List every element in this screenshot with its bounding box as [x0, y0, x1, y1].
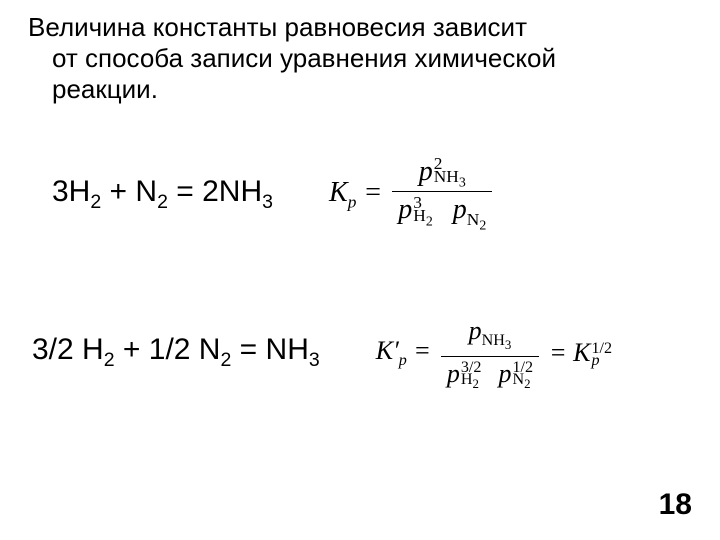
intro-line1: Величина константы равновесия зависит	[28, 12, 527, 42]
kp2-num-p: p	[469, 316, 482, 345]
kp2-den2-subsup: 1/2N2	[512, 362, 533, 390]
kp1-denominator: p3H2 pN2	[392, 192, 492, 236]
page-number: 18	[659, 488, 692, 522]
intro-text: Величина константы равновесия зависит от…	[28, 12, 692, 106]
chem1-plus: + N	[101, 175, 157, 208]
kp2-tail-K: K	[573, 338, 590, 367]
kp2-K: K	[376, 336, 393, 365]
chem2-eq: = NH	[231, 333, 309, 366]
kp2-equals: =	[407, 336, 431, 365]
kp1-num-sub: NH3	[434, 170, 466, 189]
kp1-den1-subsup: 3H2	[413, 196, 432, 228]
kp1-fraction: p2NH3 p3H2 pN2	[392, 154, 492, 237]
kp2-denominator: p3/2H2 p1/2N2	[441, 357, 539, 392]
kp-expression-2: K′p = pNH3 p3/2H2 p1/2N2 = K1/2p	[376, 314, 612, 391]
chem1-sub1: 2	[90, 191, 101, 213]
equation-row-1: 3H2 + N2 = 2NH3 Kp = p2NH3 p3H2 pN2	[28, 154, 692, 237]
kp1-den2-sub: N2	[467, 210, 486, 229]
chem2-sub1: 2	[104, 349, 115, 371]
kp2-fraction: pNH3 p3/2H2 p1/2N2	[441, 314, 539, 391]
kp1-den1-sub: H2	[413, 209, 432, 228]
kp-expression-1: Kp = p2NH3 p3H2 pN2	[329, 154, 492, 237]
kp1-K: K	[329, 177, 348, 208]
chem1-sub3: 3	[262, 191, 273, 213]
kp2-Ksub: p	[399, 352, 407, 369]
kp2-tail-eq: =	[549, 338, 573, 367]
kp2-den1-sub: H2	[461, 374, 482, 390]
kp2-numerator: pNH3	[463, 314, 518, 355]
kp2-tail-subsup: 1/2p	[591, 343, 612, 367]
chem1-sub2: 2	[157, 191, 168, 213]
kp1-den-p2: p	[453, 194, 467, 225]
chem-equation-1: 3H2 + N2 = 2NH3	[28, 175, 273, 214]
chem1-eq: = 2NH	[168, 175, 262, 208]
kp1-num-p: p	[419, 156, 433, 187]
kp2-num-sub: NH3	[482, 332, 512, 349]
kp2-tail: = K1/2p	[549, 338, 612, 368]
kp1-den-p1: p	[398, 194, 412, 225]
kp2-lhs: K′p =	[376, 336, 431, 370]
chem1-part1: 3H	[52, 175, 90, 208]
intro-line2: от способа записи уравнения химической	[28, 43, 692, 74]
chem2-sub2: 2	[220, 349, 231, 371]
intro-line3: реакции.	[28, 74, 692, 105]
equation-row-2: 3/2 H2 + 1/2 N2 = NH3 K′p = pNH3 p3/2H2 …	[28, 314, 692, 391]
kp2-den-p1: p	[447, 359, 460, 388]
chem2-plus: + 1/2 N	[115, 333, 221, 366]
kp1-num-subsup: 2NH3	[434, 157, 466, 189]
kp2-den2-sub: N2	[512, 374, 533, 390]
kp2-tail-sub: p	[591, 355, 612, 367]
kp2-den-p2: p	[498, 359, 511, 388]
kp1-lhs: Kp =	[329, 177, 382, 213]
kp2-den1-subsup: 3/2H2	[461, 362, 482, 390]
kp1-numerator: p2NH3	[413, 154, 472, 192]
chem2-part1: 3/2 H	[32, 333, 104, 366]
chem-equation-2: 3/2 H2 + 1/2 N2 = NH3	[28, 333, 320, 372]
chem2-sub3: 3	[309, 349, 320, 371]
kp1-equals: =	[356, 177, 382, 208]
